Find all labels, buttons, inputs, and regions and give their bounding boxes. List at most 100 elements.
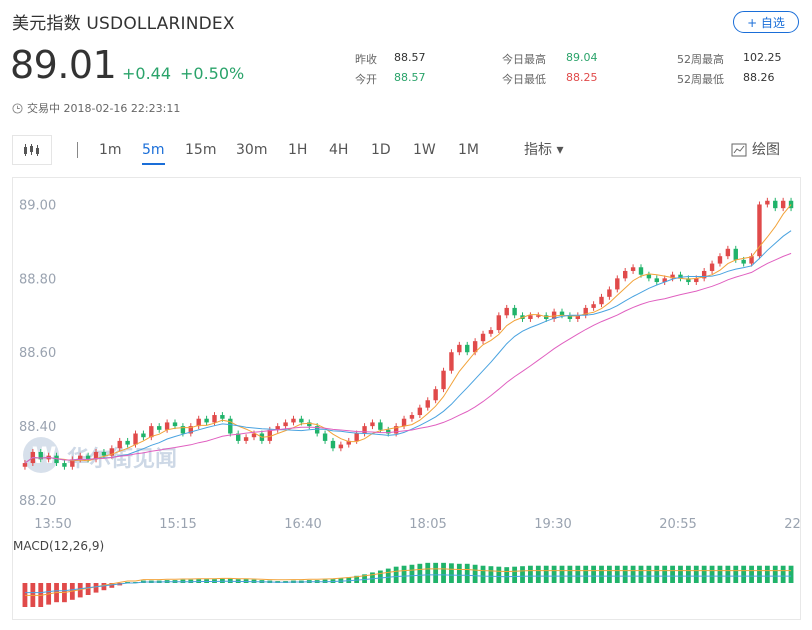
macd-label: MACD(12,26,9) xyxy=(13,539,104,553)
candle-body xyxy=(583,307,588,316)
candle-body xyxy=(235,433,241,441)
stat-label: 今开 xyxy=(355,73,377,86)
candle-body xyxy=(346,440,351,445)
candle-body xyxy=(54,455,59,464)
macd-bar xyxy=(354,575,360,583)
candle-body xyxy=(741,259,746,264)
candle-body xyxy=(204,418,209,423)
macd-bar xyxy=(575,565,581,583)
ma-short-line xyxy=(24,204,792,464)
clock-icon xyxy=(12,102,23,114)
tab-timeframe-1m[interactable]: 1m xyxy=(99,142,122,158)
price-change-percent: +0.50% xyxy=(180,64,245,83)
macd-bar xyxy=(338,578,344,583)
candle-body xyxy=(62,463,67,467)
macd-bar xyxy=(599,565,604,583)
macd-bar xyxy=(646,565,652,583)
candle-body xyxy=(393,426,399,434)
candle-body xyxy=(125,440,130,445)
candle-body xyxy=(780,200,786,209)
candle-body xyxy=(622,270,628,279)
candle-body xyxy=(251,433,257,438)
candle-body xyxy=(457,344,462,353)
candle-body xyxy=(441,370,446,390)
ma-long-line xyxy=(24,252,792,464)
macd-bar xyxy=(772,565,778,583)
tab-timeframe-1w[interactable]: 1W xyxy=(413,142,436,158)
candle-body xyxy=(338,444,344,449)
tab-timeframe-4h[interactable]: 4H xyxy=(329,142,349,158)
x-tick-label: 15:15 xyxy=(159,517,196,532)
macd-bar xyxy=(630,565,636,583)
macd-bar xyxy=(749,565,754,583)
candle-body xyxy=(472,341,478,353)
candle-body xyxy=(188,426,194,434)
candle-body xyxy=(773,200,778,209)
macd-bar xyxy=(567,565,573,583)
candle-body xyxy=(512,307,517,316)
macd-bar xyxy=(725,565,731,583)
macd-bar xyxy=(662,565,668,583)
candle-body xyxy=(378,422,383,430)
tab-timeframe-15m[interactable]: 15m xyxy=(185,142,217,158)
candle-body xyxy=(536,315,541,317)
stat-label: 今日最低 xyxy=(502,73,546,86)
chart-type-button[interactable] xyxy=(12,135,52,165)
candle-body xyxy=(433,389,438,401)
macd-bar xyxy=(693,565,699,583)
macd-bar xyxy=(393,566,399,583)
tab-timeframe-1m[interactable]: 1M xyxy=(458,142,479,158)
indicator-dropdown[interactable]: 指标 ▾ xyxy=(524,142,564,158)
draw-button[interactable]: 绘图 xyxy=(731,135,780,165)
add-favorite-button[interactable]: + 自选 xyxy=(733,11,799,33)
candle-body xyxy=(149,426,154,438)
candle-body xyxy=(117,440,122,449)
candle-body xyxy=(330,440,336,449)
candle-body xyxy=(314,426,320,434)
macd-bar xyxy=(685,565,691,583)
candle-body xyxy=(559,311,565,316)
candle-body xyxy=(528,315,533,319)
candle-body xyxy=(480,333,486,342)
candle-body xyxy=(757,204,762,257)
candle-body xyxy=(409,415,415,419)
y-tick-label: 88.20 xyxy=(19,494,56,509)
candle-body xyxy=(449,352,454,371)
candle-body xyxy=(701,270,707,279)
macd-bar xyxy=(93,583,99,593)
macd-bar xyxy=(780,565,786,583)
tab-timeframe-30m[interactable]: 30m xyxy=(236,142,268,158)
tab-timeframe-5m[interactable]: 5m xyxy=(142,135,165,165)
macd-dif-line xyxy=(24,568,792,596)
tab-timeframe-1h[interactable]: 1H xyxy=(288,142,308,158)
candle-body xyxy=(299,418,304,423)
ma-mid-line xyxy=(24,230,792,464)
candle-body xyxy=(78,455,83,460)
macd-bar xyxy=(385,568,391,583)
macd-bar xyxy=(472,564,478,583)
last-price: 89.01 xyxy=(10,43,117,87)
macd-bar xyxy=(543,565,549,583)
chart-area[interactable]: 89.00 88.80 88.60 88.40 88.20 W 华尔街见闻 13:50 15:1… xyxy=(12,177,812,620)
macd-bar xyxy=(788,565,794,583)
stat-label: 52周最低 xyxy=(677,73,724,86)
candle-body xyxy=(164,422,170,430)
tab-timeframe-1d[interactable]: 1D xyxy=(371,142,391,158)
candle-body xyxy=(172,422,178,427)
candle-body xyxy=(599,296,604,305)
candle-body xyxy=(243,437,249,441)
toolbar-divider xyxy=(77,142,78,158)
macd-dea-line xyxy=(24,574,792,594)
macd-bar xyxy=(77,583,83,598)
candlestick-icon xyxy=(24,144,39,156)
candle-body xyxy=(38,451,43,460)
macd-bar xyxy=(717,565,723,583)
candle-body xyxy=(386,429,391,434)
candle-body xyxy=(630,267,636,271)
y-tick-label: 88.60 xyxy=(19,346,56,361)
market-status-text: 交易中 2018-02-16 22:23:11 xyxy=(27,102,181,115)
stat-value: 88.57 xyxy=(394,71,426,84)
candle-body xyxy=(591,304,596,308)
macd-bar xyxy=(591,565,597,583)
